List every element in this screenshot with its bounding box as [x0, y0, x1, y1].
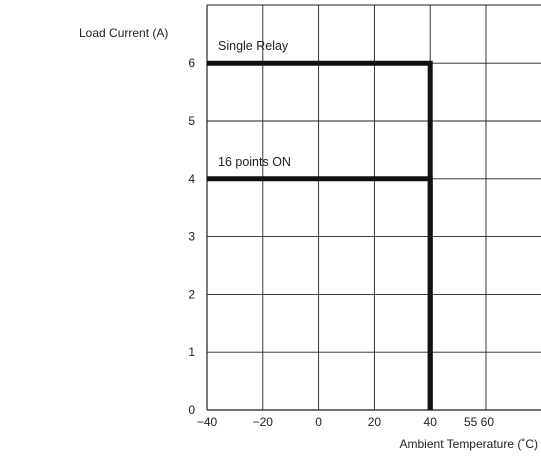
series-label: Single Relay: [218, 39, 289, 53]
x-tick-label: −40: [197, 415, 218, 429]
y-tick-label: 5: [188, 114, 195, 128]
y-tick-label: 4: [188, 172, 195, 186]
grid: [207, 5, 541, 410]
series-labels: Single Relay 16 points ON: [218, 39, 291, 169]
plot-frame: [206, 4, 541, 411]
x-tick-label: 0: [315, 415, 322, 429]
y-tick-label: 2: [188, 287, 195, 301]
x-tick-label: 40: [424, 415, 438, 429]
y-tick-label: 1: [188, 345, 195, 359]
y-axis-label: Load Current (A): [79, 26, 168, 40]
series-group: [207, 60, 433, 410]
x-tick-label: 55 60: [464, 415, 494, 429]
x-tick-label: −20: [253, 415, 274, 429]
series-label: 16 points ON: [218, 155, 291, 169]
y-tick-label: 3: [188, 230, 195, 244]
y-tick-label: 0: [188, 403, 195, 417]
series-line-16-points-on: [207, 176, 433, 410]
y-tick-labels: 0 1 2 3 4 5 6: [188, 56, 195, 417]
y-tick-label: 6: [188, 56, 195, 70]
x-tick-labels: −40 −20 0 20 40 55 60: [197, 415, 495, 429]
x-tick-label: 20: [368, 415, 382, 429]
x-axis-label: Ambient Temperature (˚C): [400, 437, 539, 451]
